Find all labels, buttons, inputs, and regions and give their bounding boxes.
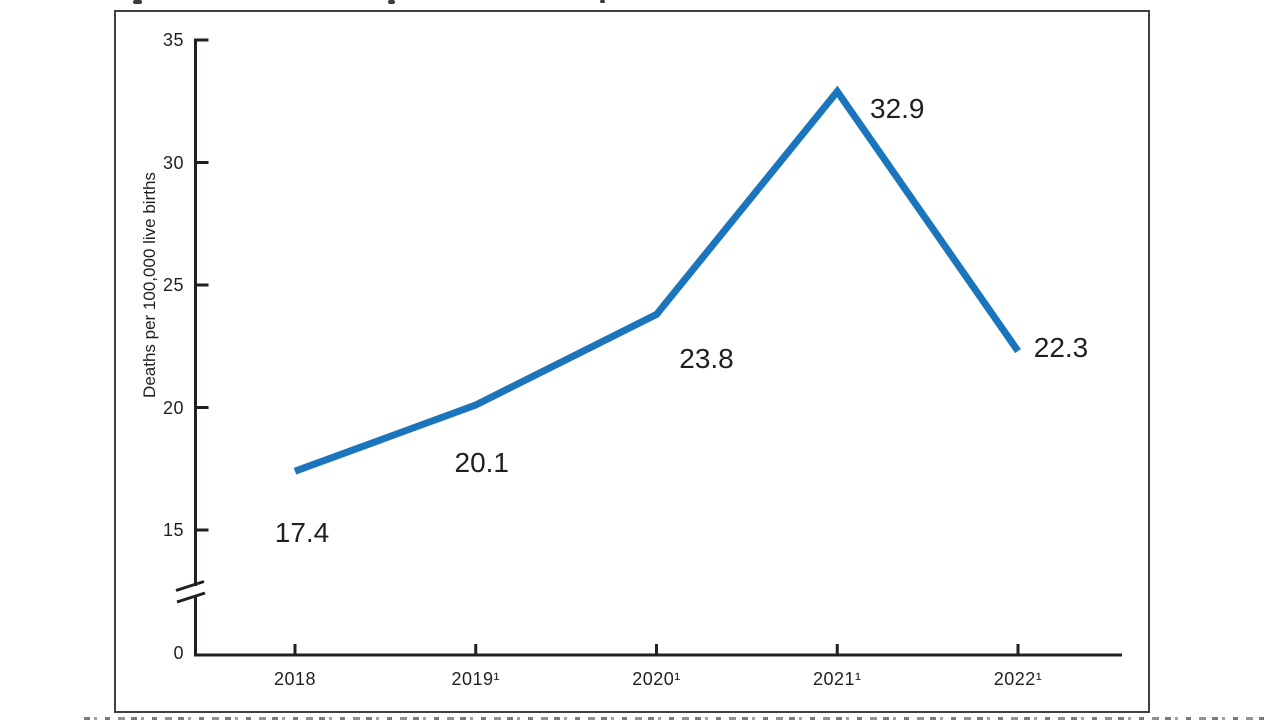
- cropped-title-remnant: [600, 0, 605, 3]
- chart-frame: [114, 10, 1150, 713]
- axis-break-icon: [176, 591, 206, 604]
- cropped-footnote-remnant: [84, 717, 1264, 720]
- trend-line: [293, 85, 1021, 475]
- axis-break-icon: [175, 580, 205, 592]
- cropped-title-remnant: [388, 0, 395, 4]
- cropped-title-remnant: [133, 0, 142, 4]
